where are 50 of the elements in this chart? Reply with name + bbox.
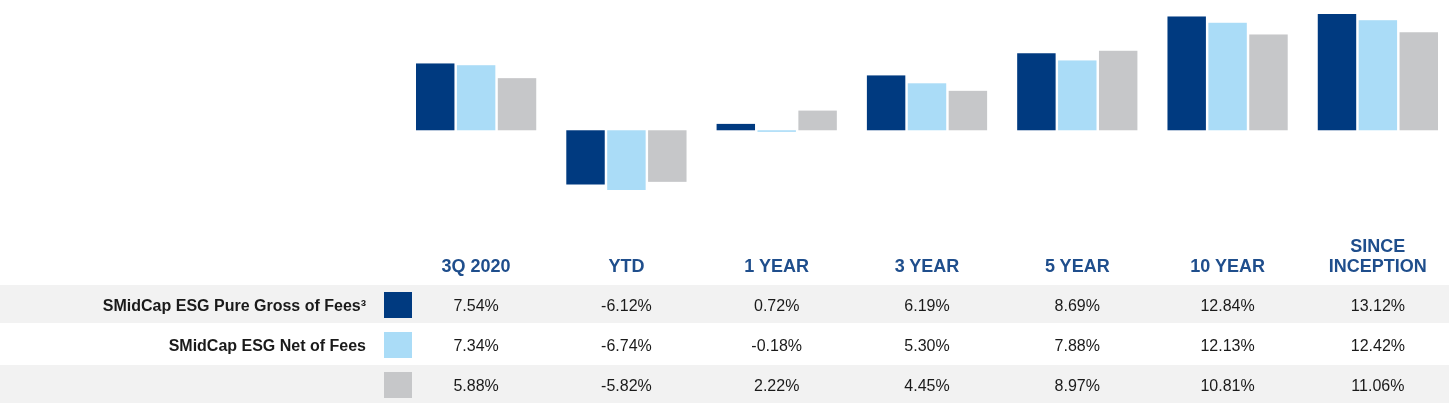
bar [1208,22,1247,131]
bar [1317,14,1357,131]
x-tick-label: 1 YEAR [744,256,810,276]
bar [907,83,947,131]
bar [1098,50,1138,131]
bar [866,75,906,131]
bar [1358,20,1398,131]
x-tick-label: SINCE INCEPTION [1328,236,1427,276]
data-label: 5.30% [904,337,950,354]
bar [607,130,646,190]
bar [648,130,687,182]
bar [497,78,537,131]
data-label: 10.81% [1200,377,1255,394]
data-label: -5.82% [601,377,652,394]
x-tick-label: 3 YEAR [894,256,960,276]
x-tick-label: YTD [608,256,645,276]
x-tick-label: 5 YEAR [1044,256,1110,276]
bar [1399,32,1438,131]
data-label: 11.06% [1351,377,1405,394]
data-label: -0.18% [751,337,803,354]
bar [798,110,837,131]
data-label: 7.54% [453,297,499,314]
bar [416,63,455,131]
x-tick-label: 3Q 2020 [441,256,511,276]
data-label: 13.12% [1350,297,1406,314]
bar [456,65,496,131]
data-label: -6.74% [601,337,652,354]
data-label: 7.34% [453,337,499,354]
bar [948,90,988,131]
legend-label: SMidCap ESG Net of Fees [168,337,367,354]
data-label: 0.72% [754,297,800,314]
data-label: 7.88% [1054,337,1100,354]
data-label: 4.45% [904,377,950,394]
bar [1167,16,1206,131]
bar [1249,34,1288,131]
data-label: -6.12% [601,297,652,314]
bar [716,123,756,131]
data-label: 12.42% [1350,337,1406,354]
x-tick-label: 10 YEAR [1190,256,1265,276]
data-label: 5.88% [453,377,499,394]
legend-label: SMidCap ESG Pure Gross of Fees³ [102,297,366,314]
data-label: 8.97% [1054,377,1100,394]
data-label: 6.19% [904,297,950,314]
bar [566,130,605,185]
data-label: 12.13% [1200,337,1255,354]
bar [1058,60,1097,131]
data-label: 8.69% [1054,297,1100,314]
bar [1017,53,1056,131]
data-label: 12.84% [1200,297,1255,314]
data-label: 2.22% [754,377,800,394]
